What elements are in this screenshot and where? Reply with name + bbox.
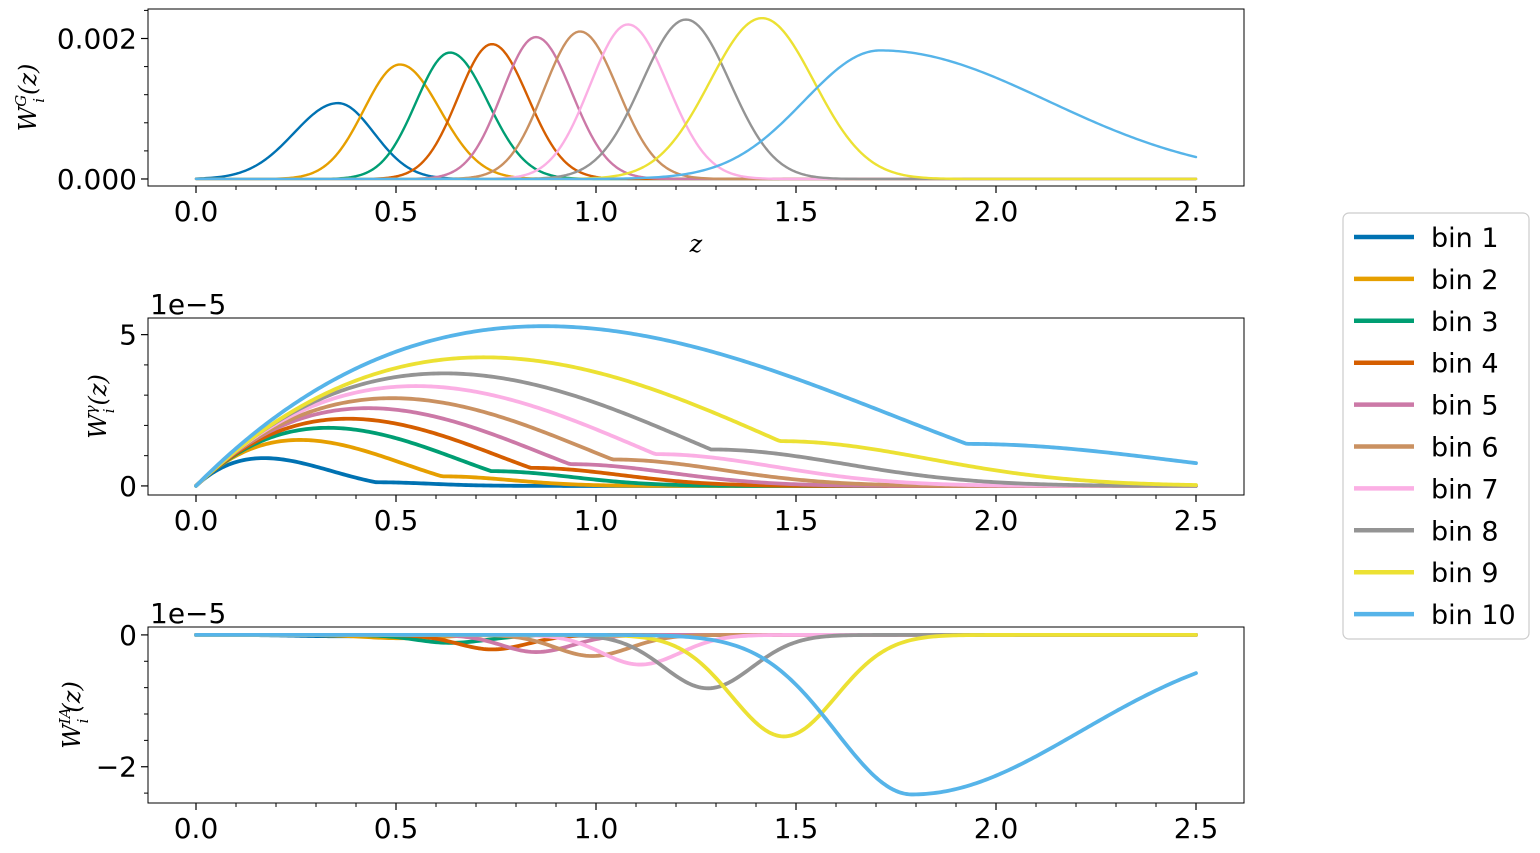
legend-label: bin 7 <box>1431 474 1499 505</box>
y-axis-label: WGi(z) <box>12 64 48 132</box>
series-line-bin-9 <box>194 355 1198 488</box>
panel-galaxy: 0.0 0.5 1.0 1.5 2.0 2.5 0.000 0.002 WGi(z) z <box>12 8 1245 258</box>
series-line-bin-3 <box>194 51 1198 181</box>
legend: bin 1 bin 2 bin 3 bin 4 bin 5 bin 6 bin 7 bin 8… <box>1342 212 1530 640</box>
legend-item: bin 9 <box>1354 558 1499 589</box>
legend-item: bin 1 <box>1354 223 1499 254</box>
y-tick-label: 5 <box>119 319 137 352</box>
plot-frame <box>147 626 1245 804</box>
y-axis-label: Wγi(z) <box>82 374 118 439</box>
series-group <box>194 16 1198 181</box>
x-tick-label: 1.5 <box>774 504 819 537</box>
x-tick-label: 2.0 <box>974 504 1019 537</box>
x-tick-label: 2.0 <box>974 195 1019 228</box>
x-tick-label: 0.0 <box>174 195 219 228</box>
legend-label: bin 4 <box>1431 349 1499 380</box>
series-group <box>194 633 1198 797</box>
y-tick-label: 0 <box>119 619 137 652</box>
x-tick-label: 2.0 <box>974 812 1019 845</box>
legend-label: bin 2 <box>1431 265 1499 296</box>
legend-label: bin 9 <box>1431 558 1499 589</box>
y-tick-label: 0 <box>119 470 137 503</box>
plot-frame <box>147 8 1245 187</box>
x-tick-label: 0.0 <box>174 504 219 537</box>
series-line-bin-8 <box>194 633 1198 691</box>
legend-item: bin 2 <box>1354 265 1499 296</box>
series-line-bin-9 <box>194 16 1198 181</box>
legend-item: bin 3 <box>1354 307 1499 338</box>
x-tick-label: 1.5 <box>774 812 819 845</box>
y-tick-label: 0.000 <box>57 163 137 196</box>
legend-label: bin 8 <box>1431 516 1499 547</box>
x-axis-label: z <box>689 230 703 258</box>
legend-label: bin 3 <box>1431 307 1499 338</box>
legend-item: bin 10 <box>1354 600 1516 631</box>
panel-lensing: 0.0 0.5 1.0 1.5 2.0 2.5 0 5 1e−5 Wγi(z) <box>82 288 1245 537</box>
series-line-bin-10 <box>194 49 1198 181</box>
legend-label: bin 6 <box>1431 433 1499 464</box>
legend-label: bin 5 <box>1431 391 1499 422</box>
x-tick-label: 0.5 <box>374 504 419 537</box>
legend-item: bin 6 <box>1354 433 1499 464</box>
series-line-bin-2 <box>194 63 1198 181</box>
x-tick-label: 0.0 <box>174 812 219 845</box>
series-line-bin-4 <box>194 42 1198 181</box>
x-tick-label: 0.5 <box>374 812 419 845</box>
x-tick-label: 1.0 <box>574 812 619 845</box>
x-tick-label: 2.5 <box>1174 812 1219 845</box>
x-tick-label: 2.5 <box>1174 504 1219 537</box>
legend-item: bin 8 <box>1354 516 1499 547</box>
legend-item: bin 5 <box>1354 391 1499 422</box>
y-axis-label: WIAi(z) <box>56 681 92 749</box>
y-offset-label: 1e−5 <box>150 597 226 630</box>
legend-label: bin 10 <box>1431 600 1516 631</box>
x-tick-label: 1.0 <box>574 504 619 537</box>
panel-intrinsic: 0.0 0.5 1.0 1.5 2.0 2.5 −2 0 1e−5 WIAi(z) <box>56 597 1245 845</box>
legend-item: bin 7 <box>1354 474 1499 505</box>
series-line-bin-10 <box>194 324 1198 488</box>
y-tick-label: 0.002 <box>57 23 137 56</box>
series-line-bin-8 <box>194 371 1198 488</box>
series-group <box>194 324 1198 488</box>
series-line-bin-7 <box>194 23 1198 181</box>
y-offset-label: 1e−5 <box>150 288 226 321</box>
x-tick-label: 0.5 <box>374 195 419 228</box>
legend-item: bin 4 <box>1354 349 1499 380</box>
y-tick-label: −2 <box>96 751 137 784</box>
x-tick-label: 1.0 <box>574 195 619 228</box>
x-tick-label: 2.5 <box>1174 195 1219 228</box>
plot-frame <box>147 317 1245 496</box>
x-tick-label: 1.5 <box>774 195 819 228</box>
series-line-bin-10 <box>194 633 1198 797</box>
legend-label: bin 1 <box>1431 223 1499 254</box>
